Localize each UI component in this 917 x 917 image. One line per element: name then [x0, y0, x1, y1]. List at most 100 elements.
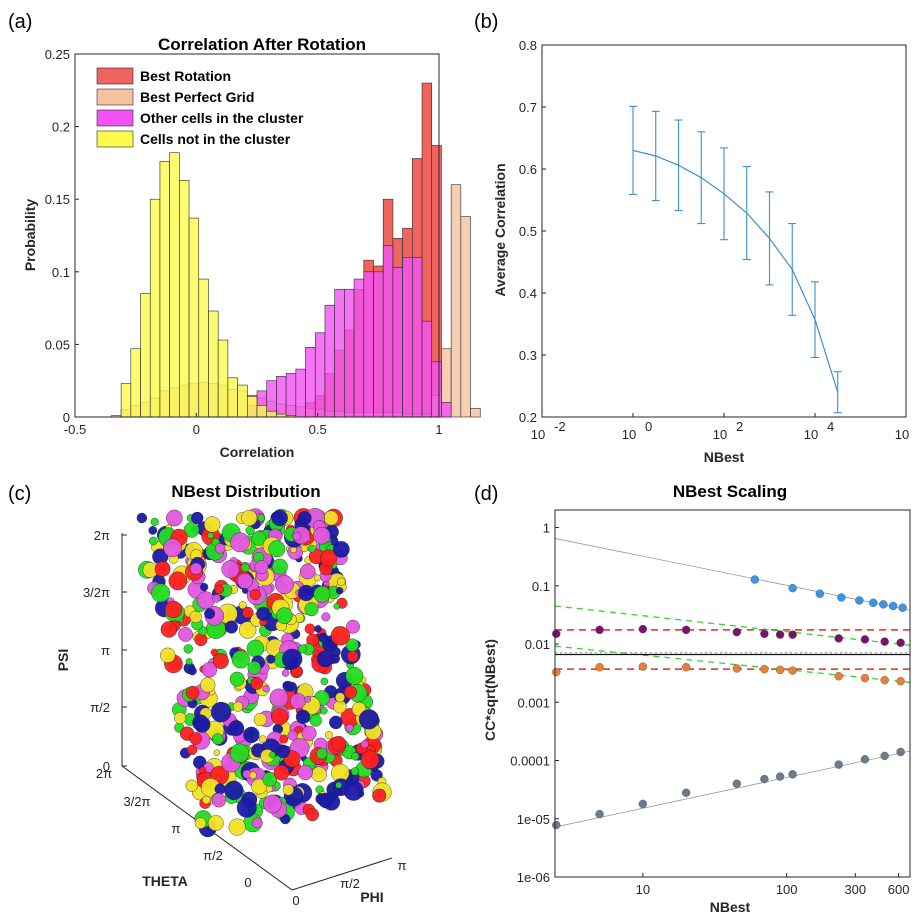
x-tick-label: 10 — [895, 427, 909, 442]
cloud-blob — [148, 526, 158, 535]
cloud-blob — [313, 585, 331, 603]
cloud-blob — [242, 606, 254, 619]
cloud-blob — [282, 648, 303, 670]
series-line — [632, 149, 839, 393]
cloud-blob — [190, 562, 203, 575]
data-point — [750, 575, 759, 584]
cloud-blob — [360, 740, 369, 749]
chart-c-theta-label: THETA — [142, 873, 188, 889]
y-tick-label: 0.25 — [45, 47, 70, 62]
data-point — [775, 630, 785, 639]
data-point — [869, 598, 878, 608]
histogram-bar — [159, 161, 170, 418]
cloud-blob — [228, 720, 245, 737]
theta-tick-label: π/2 — [203, 848, 223, 863]
cloud-blob — [247, 661, 262, 675]
data-point — [788, 770, 797, 779]
cloud-blob — [207, 815, 224, 832]
legend-entry: Cells not in the cluster — [140, 131, 291, 147]
cloud-blob — [276, 744, 290, 759]
y-tick-label: 1e-05 — [517, 812, 550, 827]
legend-entry: Best Perfect Grid — [140, 89, 254, 105]
cloud-blob — [316, 747, 328, 760]
cloud-blob — [256, 606, 271, 621]
histogram-bar — [295, 368, 306, 418]
chart-b-plot — [629, 105, 842, 414]
data-point — [815, 589, 825, 598]
cloud-blob — [213, 749, 221, 756]
cloud-blob — [239, 621, 257, 639]
y-tick-label: 0.01 — [525, 637, 550, 652]
cloud-blob — [194, 817, 207, 829]
histogram-bar — [266, 410, 277, 418]
cloud-blob — [262, 772, 278, 787]
cloud-blob — [320, 549, 338, 567]
chart-a-bars — [111, 82, 481, 418]
data-point — [855, 596, 864, 605]
data-point — [638, 799, 648, 809]
cloud-blob — [196, 591, 215, 610]
reference-line — [554, 750, 911, 828]
legend-entry: Other cells in the cluster — [140, 110, 304, 126]
cloud-blob — [246, 639, 265, 658]
cloud-blob — [150, 517, 159, 526]
panel-d-label: (d) — [474, 483, 498, 505]
cloud-blob — [358, 709, 380, 730]
y-tick-label: 1e-06 — [517, 870, 550, 885]
data-point — [732, 627, 742, 637]
phi-tick-label: π/2 — [340, 876, 360, 891]
cloud-blob — [360, 750, 380, 769]
x-tick-label: 600 — [888, 882, 910, 897]
panel-d: (d) NBest Scaling 10 100 300 600 1e-06 1e-05 0… — [474, 482, 911, 915]
cloud-blob — [204, 608, 216, 620]
histogram-bar — [217, 339, 229, 418]
cloud-blob — [298, 644, 308, 654]
psi-tick-label: π — [101, 643, 110, 658]
data-point — [788, 583, 797, 593]
data-point — [681, 788, 691, 797]
cloud-blob — [289, 693, 306, 710]
data-point — [860, 635, 870, 644]
cloud-blob — [329, 715, 343, 730]
cloud-blob — [214, 543, 226, 554]
cloud-blob — [271, 509, 288, 527]
chart-d-points — [552, 575, 907, 830]
x-tick-label: 10 — [622, 427, 636, 442]
histogram-bar — [305, 347, 316, 418]
phi-axis-line — [291, 857, 393, 891]
cloud-blob — [357, 790, 365, 798]
cloud-blob — [136, 512, 148, 524]
data-point — [760, 629, 769, 638]
x-tick-label: 300 — [844, 882, 866, 897]
data-point — [595, 625, 604, 635]
y-tick-label: 0.15 — [45, 192, 70, 207]
chart-a-xlabel: Correlation — [220, 444, 295, 460]
x-tick-label: 10 — [804, 427, 818, 442]
cloud-blob — [318, 792, 334, 809]
cloud-blob — [279, 734, 289, 744]
cloud-blob — [266, 654, 276, 664]
cloud-blob — [269, 688, 289, 708]
cloud-blob — [168, 571, 188, 591]
cloud-blob — [212, 594, 221, 603]
histogram-bar — [344, 288, 355, 418]
cloud-blob — [346, 619, 360, 634]
cloud-blob — [211, 733, 224, 745]
cloud-blob — [191, 511, 204, 525]
panel-b: (b) 10-21001021041060.20.30.40.50.60.70.… — [474, 11, 909, 465]
cloud-blob — [229, 743, 250, 763]
data-point — [552, 667, 561, 677]
y-tick-label: 1 — [543, 521, 550, 536]
cloud-blob — [210, 648, 219, 657]
cloud-blob — [236, 797, 257, 818]
cloud-blob — [200, 677, 216, 693]
cloud-blob — [287, 730, 298, 741]
y-tick-label: 0.3 — [519, 348, 537, 363]
data-point — [681, 663, 691, 672]
cloud-blob — [166, 509, 183, 527]
cloud-blob — [203, 516, 221, 533]
data-point — [896, 747, 905, 757]
cloud-blob — [163, 538, 182, 558]
